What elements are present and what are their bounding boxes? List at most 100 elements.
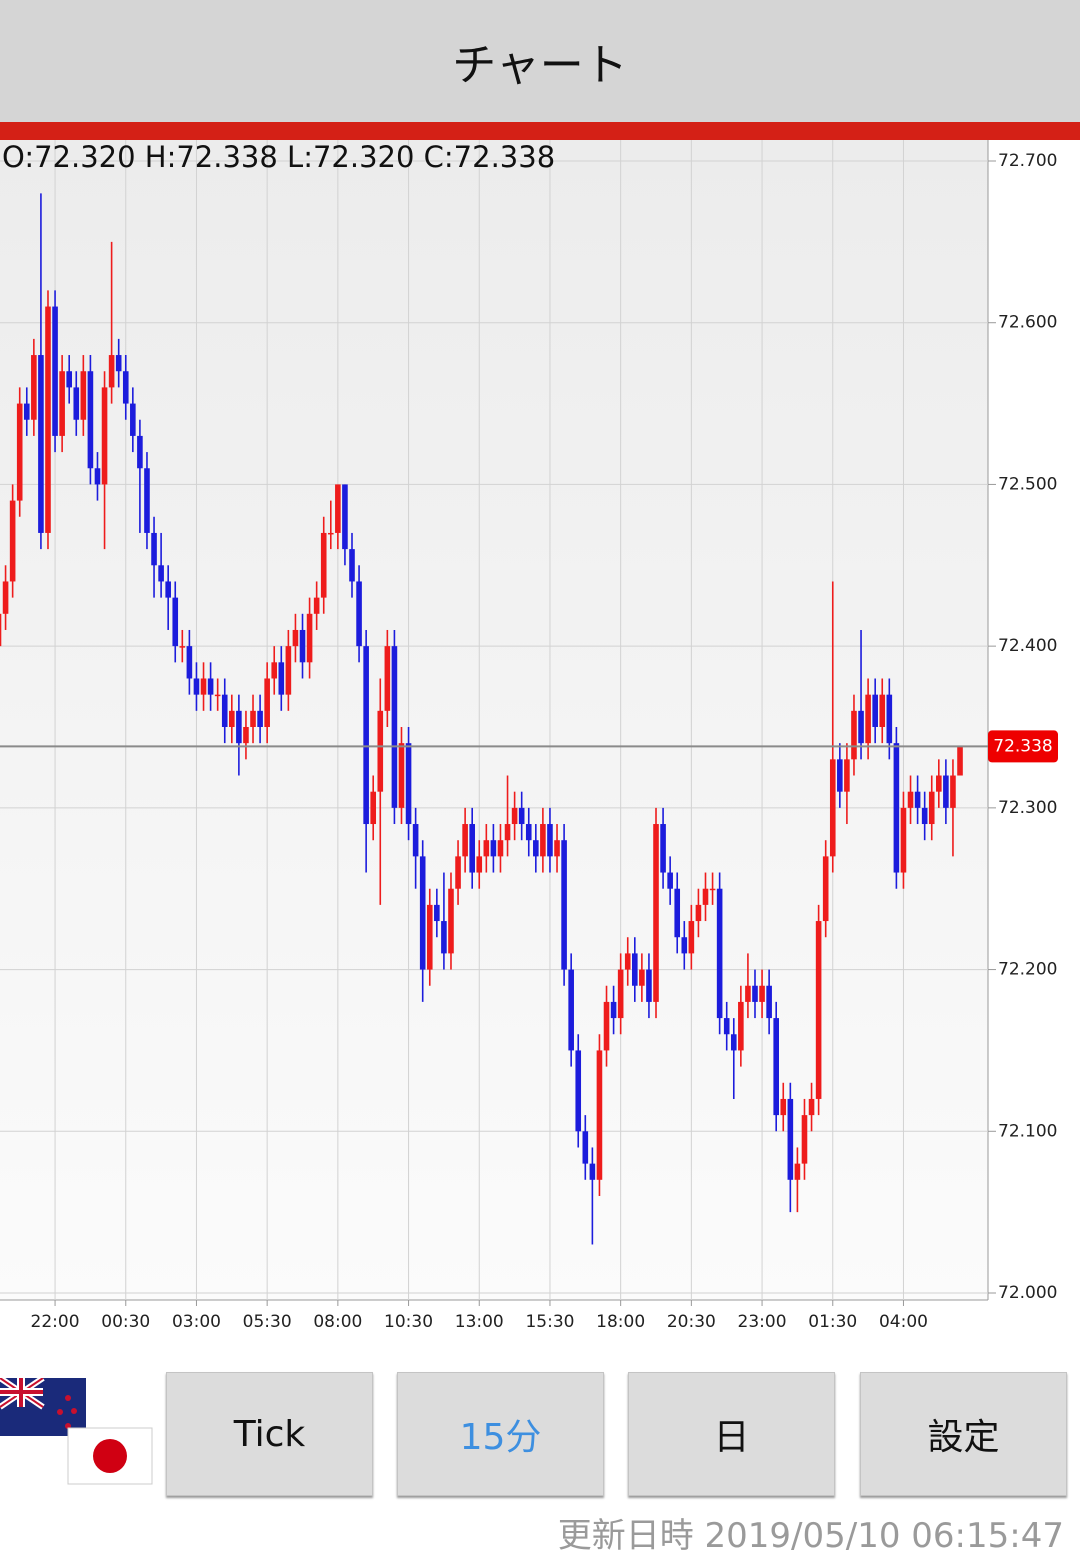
- y-tick-label: 72.000: [998, 1283, 1057, 1303]
- candle-body: [568, 969, 574, 1051]
- x-tick-label: 15:30: [525, 1312, 574, 1332]
- x-tick-label: 13:00: [455, 1312, 504, 1332]
- candle-body: [313, 597, 320, 614]
- candle-body: [448, 888, 454, 954]
- candle-body: [667, 872, 673, 889]
- candle-body: [426, 904, 433, 970]
- settings-button[interactable]: 設定: [860, 1372, 1067, 1496]
- candle-body: [752, 985, 758, 1002]
- candle-body: [808, 1098, 815, 1116]
- y-tick-label: 72.100: [998, 1121, 1057, 1141]
- candle-body: [405, 743, 412, 825]
- candle-body: [582, 1131, 589, 1164]
- candle-body: [723, 1018, 730, 1035]
- candle-body: [9, 500, 16, 582]
- candle-body: [900, 807, 907, 873]
- candle-body: [101, 387, 108, 485]
- candle-body: [115, 355, 122, 372]
- candle-body: [815, 921, 822, 1099]
- candle-body: [193, 678, 200, 695]
- candle-body: [2, 581, 9, 614]
- candle-body: [844, 759, 850, 792]
- candle-body: [907, 791, 914, 808]
- candle-body: [384, 646, 391, 711]
- candle-body: [179, 646, 186, 648]
- candle-body: [207, 678, 214, 695]
- candle-body: [320, 532, 327, 598]
- candle-body: [787, 1098, 794, 1180]
- candle-body: [950, 775, 956, 808]
- candle-body: [547, 824, 553, 857]
- candle-body: [356, 581, 362, 647]
- candle-body: [688, 921, 695, 954]
- candle-body: [122, 371, 129, 404]
- candle-body: [200, 678, 207, 695]
- candle-body: [504, 824, 511, 841]
- candle-body: [766, 985, 772, 1019]
- candle-body: [419, 856, 426, 970]
- candle-body: [214, 694, 221, 697]
- candle-body: [144, 468, 150, 533]
- candle-body: [872, 694, 878, 727]
- candle-body: [957, 746, 963, 776]
- candle-body: [299, 629, 306, 663]
- candle-body: [236, 710, 242, 744]
- candle-body: [865, 694, 871, 744]
- candle-body: [674, 888, 681, 938]
- day-button[interactable]: 日: [628, 1372, 835, 1496]
- x-tick-label: 22:00: [31, 1312, 80, 1332]
- candle-body: [681, 937, 688, 954]
- app-bar: チャート: [0, 0, 1080, 122]
- candle-body: [271, 662, 278, 679]
- candle-body: [886, 694, 893, 744]
- candle-body: [745, 985, 751, 1002]
- candle-body: [893, 743, 900, 873]
- candle-body: [554, 840, 560, 857]
- x-tick-label: 04:00: [879, 1312, 928, 1332]
- candle-body: [158, 565, 164, 582]
- candle-body: [525, 824, 532, 841]
- last-price-label: 72.338: [993, 736, 1052, 756]
- candle-body: [914, 791, 921, 808]
- candle-body: [921, 807, 928, 825]
- candle-body: [943, 775, 949, 808]
- candle-body: [858, 710, 864, 744]
- x-tick-label: 03:00: [172, 1312, 221, 1332]
- candle-body: [80, 371, 87, 420]
- candle-body: [716, 888, 723, 1019]
- y-tick-label: 72.300: [998, 798, 1057, 818]
- candle-body: [575, 1050, 582, 1132]
- candle-body: [533, 840, 539, 857]
- candle-body: [589, 1163, 596, 1180]
- y-tick-label: 72.400: [998, 636, 1057, 656]
- candle-body: [16, 403, 23, 501]
- candle-body: [327, 532, 334, 535]
- candle-body: [518, 807, 525, 825]
- candle-body: [483, 840, 490, 857]
- candle-body: [738, 1001, 744, 1051]
- candle-body: [412, 824, 419, 857]
- candle-body: [243, 727, 249, 744]
- candle-body: [660, 824, 666, 873]
- candle-body: [229, 710, 235, 727]
- candle-body: [335, 484, 341, 533]
- candle-body: [603, 1001, 610, 1051]
- candle-body: [610, 1001, 617, 1019]
- x-tick-label: 23:00: [738, 1312, 787, 1332]
- candle-body: [370, 791, 377, 825]
- y-tick-label: 72.600: [998, 313, 1057, 333]
- candle-body: [151, 532, 157, 566]
- tick-button[interactable]: Tick: [166, 1372, 373, 1496]
- candle-body: [695, 904, 702, 922]
- candle-body: [596, 1050, 603, 1180]
- candle-body: [130, 403, 136, 436]
- candle-body: [257, 710, 263, 727]
- ohlc-info: O:72.320 H:72.338 L:72.320 C:72.338: [2, 140, 555, 174]
- plot-bg: [0, 140, 988, 1300]
- candle-body: [780, 1098, 787, 1116]
- candle-body: [250, 710, 256, 727]
- x-tick-label: 18:00: [596, 1312, 645, 1332]
- 15min-button[interactable]: 15分: [397, 1372, 604, 1496]
- candle-body: [292, 629, 299, 647]
